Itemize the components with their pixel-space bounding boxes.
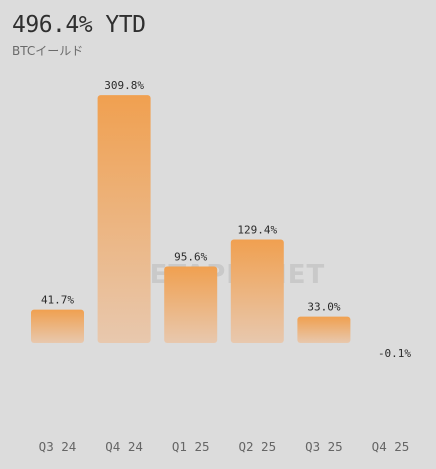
chart-subtitle: BTCイールド	[12, 44, 84, 58]
value-label: 33.0%	[307, 301, 340, 314]
value-label: 41.7%	[41, 294, 74, 307]
chart-title: 496.4% YTD	[12, 12, 146, 38]
category-label: Q4 25	[372, 439, 410, 454]
value-label: -0.1%	[378, 347, 411, 360]
bar-q3-25	[297, 316, 351, 343]
category-label: Q2 25	[238, 439, 276, 454]
value-labels-group: 41.7% 309.8% 95.6% 129.4% 33.0% -0.1%	[41, 79, 411, 360]
bars-group	[31, 95, 351, 343]
bar-q4-24	[97, 95, 151, 343]
value-label: 95.6%	[174, 251, 207, 264]
category-label: Q4 24	[105, 439, 143, 454]
watermark-logo: METAPLANET	[123, 260, 325, 290]
category-label: Q3 24	[39, 439, 77, 454]
bar-q2-25	[230, 239, 284, 343]
value-label: 309.8%	[104, 79, 144, 92]
bar-q3-24	[31, 309, 84, 343]
bar-q1-25	[164, 266, 218, 343]
category-label: Q1 25	[172, 439, 210, 454]
category-labels-group: Q3 24 Q4 24 Q1 25 Q2 25 Q3 25 Q4 25	[39, 439, 410, 454]
value-label: 129.4%	[237, 223, 277, 236]
category-label: Q3 25	[305, 439, 343, 454]
chart-header: 496.4% YTD BTCイールド	[12, 10, 146, 59]
